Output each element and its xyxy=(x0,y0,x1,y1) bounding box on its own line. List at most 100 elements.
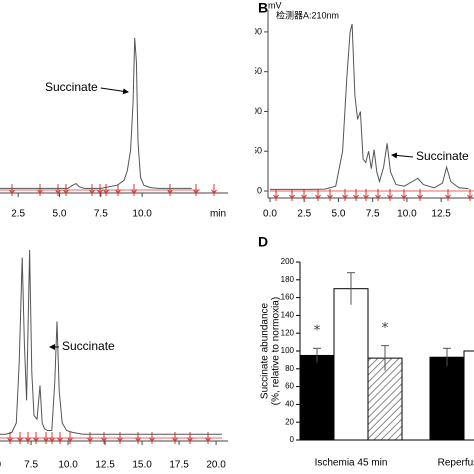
integration-marker-head xyxy=(67,437,73,442)
integration-marker-head xyxy=(103,189,109,194)
panel-d: 0 20 40 60 80 100 120 140 160 180 200 Succinate abu… xyxy=(258,234,474,469)
integration-marker-head xyxy=(63,189,69,194)
integration-marker-head xyxy=(187,437,193,442)
x-tick-label: 7.5 xyxy=(24,460,38,471)
integration-marker-head xyxy=(211,189,217,194)
y-tick-label: 100 xyxy=(281,346,295,355)
y-tick-label: 120 xyxy=(281,328,295,337)
y-tick-label: 500 xyxy=(247,106,262,116)
y-tick-label: 0 xyxy=(257,185,262,195)
integration-marker-head xyxy=(9,189,15,194)
x-tick-label: 17.5 xyxy=(169,460,189,471)
bar xyxy=(299,354,335,441)
integration-marker-head xyxy=(25,437,31,442)
integration-marker-head xyxy=(289,194,295,199)
x-tick-label: 15.0 xyxy=(132,460,152,471)
integration-marker-head xyxy=(87,437,93,442)
panel-label: D xyxy=(258,234,268,250)
bar xyxy=(367,357,403,441)
integration-marker-head xyxy=(167,189,173,194)
bar xyxy=(429,356,465,441)
integration-marker-head xyxy=(89,189,95,194)
integration-marker-head xyxy=(135,437,141,442)
integration-marker-head xyxy=(97,189,103,194)
y-tick-label: 750 xyxy=(247,66,262,76)
y-axis-label: (%, relative to normoxia) xyxy=(271,297,282,405)
x-tick-label: 5.0 xyxy=(332,209,346,220)
x-tick-label: 20.0 xyxy=(206,460,226,471)
x-tick-label: 10.0 xyxy=(397,209,417,220)
integration-marker-head xyxy=(315,194,321,199)
panel-c: 5.0 7.5 10.0 12.5 15.0 17.5 20.0 Succinate xyxy=(0,249,228,471)
integration-marker-head xyxy=(149,437,155,442)
panel-a: 2.5 5.0 7.5 10.0 min Succinate xyxy=(0,37,228,220)
detector-label: 检测器A:210nm xyxy=(276,9,339,20)
integration-marker-head xyxy=(363,194,369,199)
x-tick-label: 7.5 xyxy=(94,209,108,220)
integration-marker-head xyxy=(57,437,63,442)
integration-marker-head xyxy=(467,194,473,199)
y-tick-label: 40 xyxy=(285,400,294,409)
y-axis-label: Succinate abundance xyxy=(260,302,271,399)
integration-marker-head xyxy=(172,437,178,442)
integration-marker-head xyxy=(301,194,307,199)
integration-marker-head xyxy=(131,189,137,194)
x-tick-label: 0.0 xyxy=(263,209,277,220)
integration-marker-head xyxy=(273,194,279,199)
integration-marker-head xyxy=(101,437,107,442)
y-tick-label: 60 xyxy=(285,382,294,391)
x-tick-label: 2.5 xyxy=(297,209,311,220)
integration-marker-head xyxy=(115,189,121,194)
integration-marker-head xyxy=(49,437,55,442)
y-tick-label: 180 xyxy=(281,275,295,284)
annotation-arrow xyxy=(100,87,129,95)
annotation: Succinate xyxy=(45,80,98,94)
integration-marker-head xyxy=(327,194,333,199)
integration-marker-head xyxy=(43,437,49,442)
trace xyxy=(0,37,192,189)
integration-marker-head xyxy=(33,437,39,442)
integration-marker-head xyxy=(7,437,13,442)
bar xyxy=(333,288,369,441)
x-tick-label: Reperfusion 45 min xyxy=(438,458,474,469)
x-tick-label: 5.0 xyxy=(0,460,1,471)
trace xyxy=(0,249,222,435)
x-tick-label: 10.0 xyxy=(132,209,152,220)
x-tick-label: Ischemia 45 min xyxy=(315,458,388,469)
significance-mark: ⁎ xyxy=(382,314,389,330)
integration-marker-head xyxy=(205,437,211,442)
integration-marker-head xyxy=(117,437,123,442)
integration-marker-head xyxy=(55,189,61,194)
y-tick-label: 0 xyxy=(290,435,295,444)
y-tick-label: 200 xyxy=(281,257,295,266)
x-tick-label: 2.5 xyxy=(11,209,25,220)
integration-marker-head xyxy=(37,189,43,194)
integration-marker-head xyxy=(342,194,348,199)
y-tick-label: 20 xyxy=(285,417,294,426)
trace xyxy=(270,23,469,190)
integration-marker-head xyxy=(375,194,381,199)
annotation-arrow xyxy=(391,152,414,159)
significance-mark: ⁎ xyxy=(314,317,321,333)
x-tick-label: 12.5 xyxy=(431,209,451,220)
annotation: Succinate xyxy=(416,149,469,163)
panel-b: 0.0 2.5 5.0 7.5 10.0 12.5 0 250 500 750 1000 B mV检测器… xyxy=(247,0,474,220)
integration-marker-head xyxy=(445,194,451,199)
x-tick-label: 7.5 xyxy=(366,209,380,220)
x-tick-label: 12.5 xyxy=(95,460,115,471)
y-axis-label: mV xyxy=(268,0,282,10)
integration-marker-head xyxy=(193,189,199,194)
integration-marker-head xyxy=(17,437,23,442)
x-tick-label: 10.0 xyxy=(58,460,78,471)
y-tick-label: 140 xyxy=(281,311,295,320)
x-tick-label: 5.0 xyxy=(53,209,67,220)
y-tick-label: 160 xyxy=(281,293,295,302)
integration-marker-head xyxy=(417,194,423,199)
integration-marker-head xyxy=(353,194,359,199)
annotation: Succinate xyxy=(62,339,115,353)
panel-label: B xyxy=(258,0,268,16)
x-axis-label: min xyxy=(210,209,226,220)
y-tick-label: 250 xyxy=(247,146,262,156)
integration-marker-head xyxy=(387,194,393,199)
integration-marker-head xyxy=(401,194,407,199)
